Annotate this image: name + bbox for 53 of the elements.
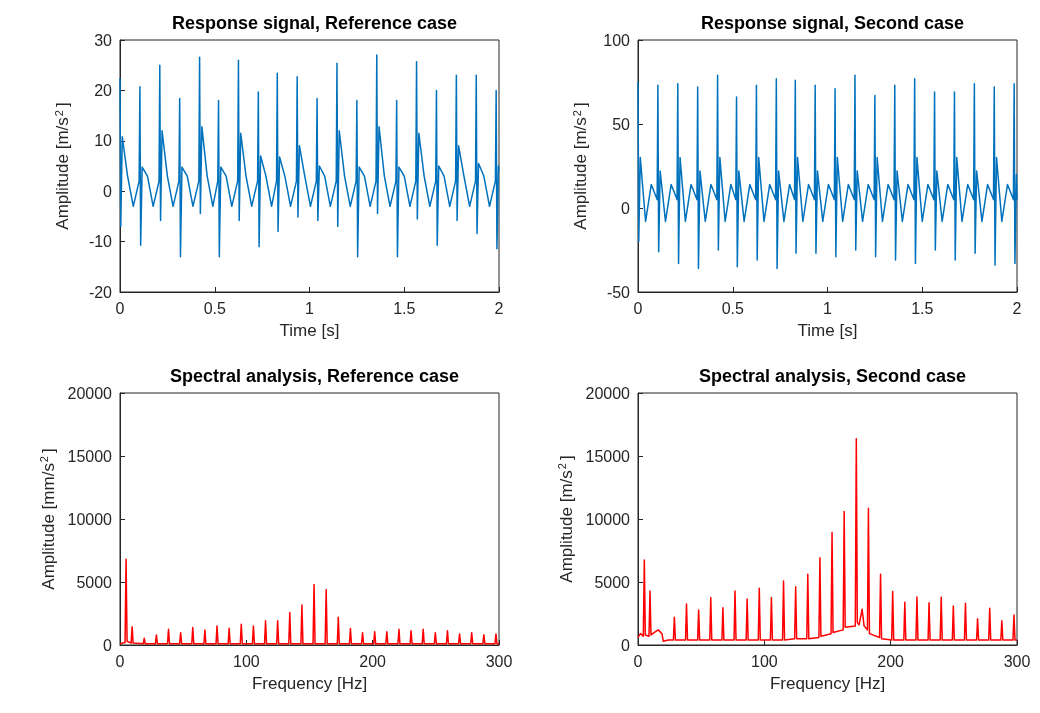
x-tick-label: 200: [359, 652, 387, 670]
y-tick-label: 15000: [67, 447, 113, 465]
line-series: [637, 438, 1018, 642]
x-axis-title: Frequency [Hz]: [769, 674, 886, 693]
y-tick-label: 0: [103, 636, 113, 654]
x-tick-label: 0: [115, 652, 125, 670]
x-tick-label: 300: [1003, 652, 1031, 670]
x-tick-label: 0: [633, 652, 643, 670]
x-axis-title: Time [s]: [279, 321, 340, 340]
y-tick-label: 0: [103, 182, 113, 200]
y-tick-label: 20000: [585, 384, 631, 402]
y-axis-title: Amplitude [m/s2]: [52, 102, 72, 230]
y-tick-label: 15000: [585, 447, 631, 465]
y-axis-title: Amplitude [m/s2]: [570, 102, 590, 230]
y-tick-label: 30: [94, 31, 113, 49]
y-tick-label: 10000: [585, 510, 631, 528]
y-tick-label: 20000: [67, 384, 113, 402]
y-tick-label: 50: [612, 115, 631, 133]
x-axis-title: Frequency [Hz]: [251, 674, 368, 693]
chart-title: Spectral analysis, Reference case: [169, 366, 460, 386]
x-tick-label: 100: [232, 652, 260, 670]
chart-title: Response signal, Reference case: [171, 13, 458, 33]
x-tick-label: 2: [1012, 299, 1022, 317]
line-series: [637, 74, 1018, 270]
x-tick-label: 0: [633, 299, 643, 317]
x-tick-label: 0.5: [203, 299, 226, 317]
y-tick-label: -20: [88, 283, 113, 301]
y-tick-label: 10: [94, 132, 113, 150]
x-tick-label: 0: [115, 299, 125, 317]
x-tick-label: 1: [823, 299, 833, 317]
y-tick-label: -10: [88, 233, 113, 251]
x-tick-label: 1: [305, 299, 315, 317]
x-tick-label: 1.5: [911, 299, 934, 317]
x-axis-title: Time [s]: [797, 321, 858, 340]
line-series: [119, 54, 500, 258]
x-tick-label: 200: [877, 652, 905, 670]
y-tick-label: -50: [606, 283, 631, 301]
y-tick-label: 10000: [67, 510, 113, 528]
y-tick-label: 0: [621, 199, 631, 217]
y-tick-label: 5000: [594, 573, 631, 591]
y-tick-label: 100: [603, 31, 631, 49]
y-tick-label: 0: [621, 636, 631, 654]
y-tick-label: 5000: [76, 573, 113, 591]
y-axis-title: Amplitude [mm/s2]: [38, 448, 58, 590]
y-tick-label: 20: [94, 81, 113, 99]
chart-title: Spectral analysis, Second case: [698, 366, 967, 386]
x-tick-label: 0.5: [721, 299, 744, 317]
x-tick-label: 300: [485, 652, 513, 670]
chart-title: Response signal, Second case: [700, 13, 965, 33]
x-tick-label: 1.5: [393, 299, 416, 317]
y-axis-title: Amplitude [m/s2]: [556, 455, 576, 583]
x-tick-label: 2: [494, 299, 504, 317]
x-tick-label: 100: [750, 652, 778, 670]
